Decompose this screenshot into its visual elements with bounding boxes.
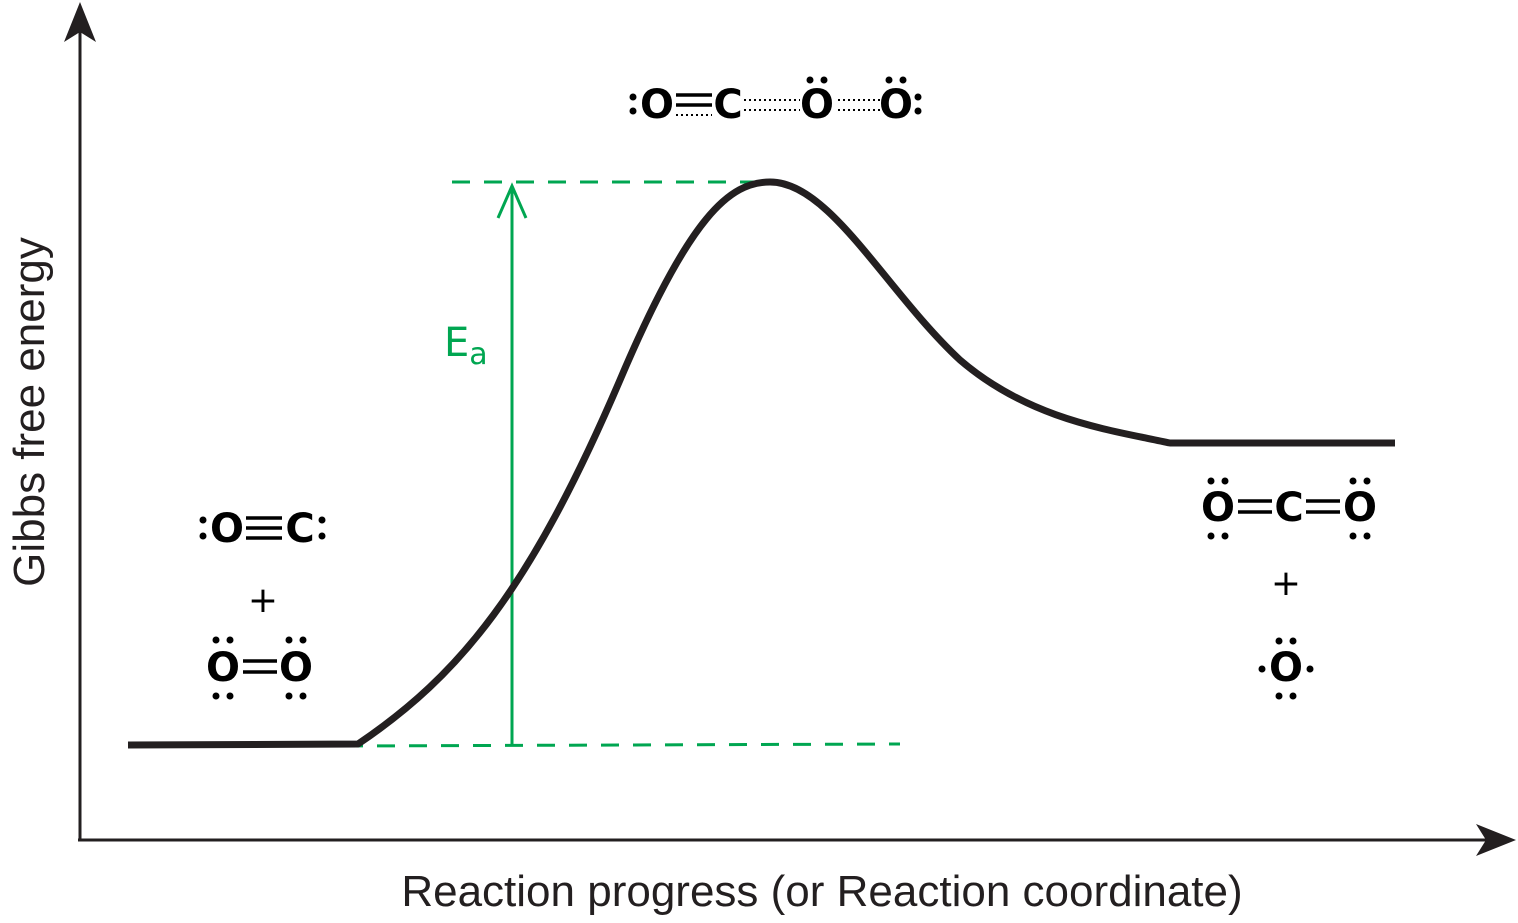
atom-oxygen: O [800, 82, 834, 128]
atom-oxygen: O [1343, 485, 1377, 531]
lone-pair-dot [1363, 532, 1371, 540]
lone-pair-dot [1207, 532, 1215, 540]
lone-pair-dot [1207, 477, 1215, 485]
atom-carbon: C [1274, 485, 1303, 531]
y-axis-arrowhead [64, 2, 96, 42]
lone-pair-dot [226, 636, 234, 644]
lone-pair-dot [199, 516, 207, 524]
reactant-level-line [344, 742, 901, 748]
lone-pair-dot [1275, 692, 1283, 700]
activation-energy-arrowhead [496, 182, 528, 219]
reaction-energy-curve [127, 178, 1395, 749]
energy-guides [344, 180, 901, 748]
lone-pair-dot [820, 76, 828, 84]
lone-pair-dot [806, 76, 814, 84]
x-axis-arrowhead [1476, 824, 1516, 856]
atom-oxygen: O [879, 82, 913, 128]
transition-state-structure: O C O O [629, 76, 922, 128]
y-axis-label: Gibbs free energy [5, 237, 54, 587]
lone-pair-dot [1275, 637, 1283, 645]
lone-pair-dot [199, 532, 207, 540]
lone-pair-dot [885, 76, 893, 84]
x-axis-label: Reaction progress (or Reaction coordinat… [401, 867, 1242, 916]
unpaired-electron-dot [1306, 665, 1314, 673]
lone-pair-dot [226, 692, 234, 700]
atom-oxygen: O [1201, 485, 1235, 531]
lone-pair-dot [914, 93, 922, 101]
activation-energy-label: Ea [444, 320, 488, 372]
lone-pair-dot [1289, 637, 1297, 645]
reactants-group: O C + O O [199, 506, 326, 700]
atom-carbon: C [285, 506, 314, 552]
products-group: O C O + O [1201, 477, 1377, 700]
lone-pair-dot [1289, 692, 1297, 700]
lone-pair-dot [1221, 532, 1229, 540]
product-oxygen-atom: O [1258, 637, 1314, 700]
lone-pair-dot [285, 692, 293, 700]
atom-oxygen: O [206, 645, 240, 691]
lone-pair-dot [1221, 477, 1229, 485]
lone-pair-dot [299, 692, 307, 700]
lone-pair-dot [629, 93, 637, 101]
reactant-dioxygen: O O [206, 636, 313, 700]
axes [64, 2, 1516, 856]
atom-oxygen: O [210, 506, 244, 552]
activation-energy-arrow [496, 182, 528, 745]
atom-oxygen: O [640, 82, 674, 128]
reactant-carbon-monoxide: O C [199, 506, 326, 552]
atom-oxygen: O [279, 645, 313, 691]
activation-energy-subscript: a [469, 337, 487, 372]
lone-pair-dot [629, 107, 637, 115]
lone-pair-dot [899, 76, 907, 84]
lone-pair-dot [299, 636, 307, 644]
product-carbon-dioxide: O C O [1201, 477, 1377, 540]
lone-pair-dot [212, 692, 220, 700]
activation-energy-symbol: E [444, 320, 469, 366]
unpaired-electron-dot [1258, 665, 1266, 673]
atom-carbon: C [713, 82, 742, 128]
reactants-plus-sign: + [248, 580, 278, 621]
lone-pair-dot [285, 636, 293, 644]
atom-oxygen: O [1269, 645, 1303, 691]
lone-pair-dot [1349, 532, 1357, 540]
lone-pair-dot [212, 636, 220, 644]
products-plus-sign: + [1271, 563, 1301, 604]
lone-pair-dot [1363, 477, 1371, 485]
lone-pair-dot [914, 107, 922, 115]
lone-pair-dot [318, 532, 326, 540]
lone-pair-dot [1349, 477, 1357, 485]
lone-pair-dot [318, 516, 326, 524]
